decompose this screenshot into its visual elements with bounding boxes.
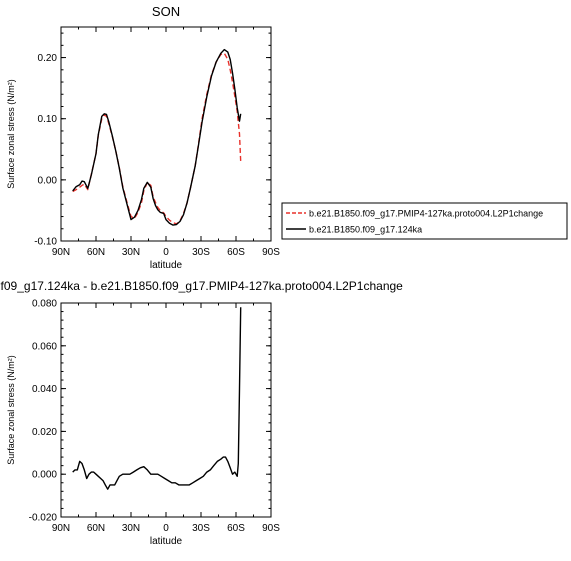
series-line-1 [72, 52, 242, 225]
legend-label: b.e21.B1850.f09_g17.124ka [309, 225, 422, 235]
y-tick-label: 0.060 [32, 341, 57, 352]
y-tick-label: 0.20 [38, 53, 58, 64]
x-tick-label: 90N [52, 523, 70, 534]
y-tick-label: 0.10 [38, 114, 58, 125]
y-axis-label: Surface zonal stress (N/m²) [6, 355, 16, 465]
y-tick-label: 0.00 [38, 175, 58, 186]
chart-panel-2: b.e21.B1850.f09_g17.124ka - b.e21.B1850.… [0, 279, 403, 547]
chart-title: SON [152, 4, 180, 19]
y-tick-label: -0.020 [29, 513, 58, 524]
x-tick-label: 90S [262, 523, 280, 534]
x-tick-label: 90S [262, 247, 280, 258]
y-tick-label: 0.080 [32, 299, 57, 310]
series-line-1 [72, 307, 242, 490]
y-tick-label: 0.000 [32, 470, 57, 481]
x-axis-label: latitude [150, 536, 183, 547]
legend-label: b.e21.B1850.f09_g17.PMIP4-127ka.proto004… [309, 209, 543, 219]
y-tick-label: -0.10 [34, 237, 57, 248]
legend-box [281, 202, 568, 240]
y-tick-label: 0.020 [32, 427, 57, 438]
y-tick-label: 0.040 [32, 384, 57, 395]
x-tick-label: 60N [87, 247, 105, 258]
x-tick-label: 0 [163, 523, 169, 534]
x-tick-label: 60S [227, 247, 245, 258]
legend: b.e21.B1850.f09_g17.PMIP4-127ka.proto004… [281, 202, 568, 240]
chart-panel-1: SON 90N 60N 30N 0 30S 60S 90S 0.20 0.10 0.00 -0.10 l… [6, 4, 568, 271]
x-tick-label: 30N [122, 247, 140, 258]
series-line-2 [72, 48, 242, 226]
y-axis-label: Surface zonal stress (N/m²) [6, 79, 16, 189]
x-axis-label: latitude [150, 260, 183, 271]
x-tick-label: 60S [227, 523, 245, 534]
chart-title: b.e21.B1850.f09_g17.124ka - b.e21.B1850.… [0, 279, 403, 293]
x-tick-label: 30N [122, 523, 140, 534]
x-tick-label: 0 [163, 247, 169, 258]
x-tick-label: 30S [192, 523, 210, 534]
x-tick-label: 90N [52, 247, 70, 258]
x-tick-label: 60N [87, 523, 105, 534]
x-tick-label: 30S [192, 247, 210, 258]
